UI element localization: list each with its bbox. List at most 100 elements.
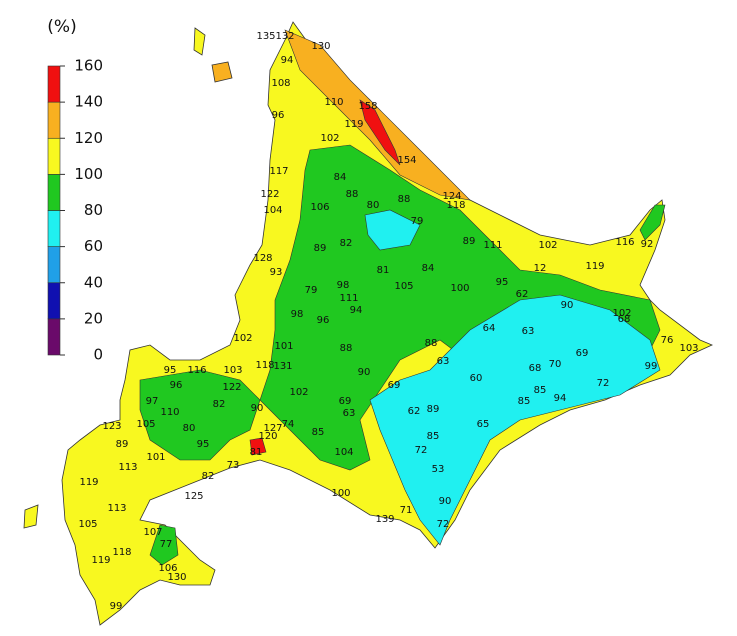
station-value: 119 <box>79 477 98 488</box>
station-value: 69 <box>388 380 401 391</box>
zone-green <box>639 204 666 241</box>
station-value: 102 <box>538 240 557 251</box>
station-value: 53 <box>432 464 445 475</box>
station-value: 132 <box>275 31 294 42</box>
station-value: 82 <box>340 238 353 249</box>
station-value: 85 <box>427 431 440 442</box>
station-value: 79 <box>305 285 318 296</box>
station-value: 94 <box>350 305 363 316</box>
station-value: 77 <box>160 539 173 550</box>
station-value: 97 <box>146 396 159 407</box>
station-value: 88 <box>340 343 353 354</box>
station-value: 80 <box>367 200 380 211</box>
station-value: 84 <box>334 172 347 183</box>
station-value: 65 <box>477 419 490 430</box>
station-value: 63 <box>343 408 356 419</box>
legend-swatch <box>47 174 61 211</box>
station-value: 119 <box>91 555 110 566</box>
zone-cyan <box>364 209 421 251</box>
station-value: 111 <box>483 240 502 251</box>
station-value: 123 <box>102 421 121 432</box>
legend-swatch <box>47 282 61 320</box>
station-value: 110 <box>160 407 179 418</box>
station-value: 105 <box>394 281 413 292</box>
legend-swatch <box>47 318 61 356</box>
station-value: 99 <box>110 601 123 612</box>
station-value: 73 <box>227 460 240 471</box>
stations: 135 132 130 94 108 96 110 158 119 102 154 117 84 88 80… <box>78 31 698 612</box>
station-value: 85 <box>312 427 325 438</box>
station-value: 89 <box>314 243 327 254</box>
station-value: 12 <box>534 263 547 274</box>
legend-tick-label: 160 <box>74 57 103 75</box>
island <box>193 27 206 56</box>
station-value: 118 <box>446 200 465 211</box>
zone-green <box>149 524 179 566</box>
station-value: 74 <box>282 419 295 430</box>
station-value: 103 <box>679 343 698 354</box>
legend-swatch <box>47 210 61 247</box>
station-value: 85 <box>518 396 531 407</box>
station-value: 98 <box>291 309 304 320</box>
zone-cyan <box>369 294 661 546</box>
station-value: 108 <box>271 78 290 89</box>
station-value: 103 <box>223 365 242 376</box>
station-value: 135 <box>256 31 275 42</box>
station-value: 72 <box>597 378 610 389</box>
station-value: 88 <box>425 338 438 349</box>
station-value: 82 <box>213 399 226 410</box>
station-value: 63 <box>522 326 535 337</box>
station-value: 104 <box>334 447 353 458</box>
station-value: 102 <box>612 308 631 319</box>
station-value: 102 <box>320 133 339 144</box>
legend: 0 20 40 60 80 100 120 140 160 <box>47 57 103 364</box>
legend-tick-label: 80 <box>84 201 103 219</box>
station-value: 62 <box>408 406 421 417</box>
station-value: 68 <box>618 314 631 325</box>
station-value: 70 <box>549 359 562 370</box>
station-value: 117 <box>269 166 288 177</box>
station-value: 100 <box>331 488 350 499</box>
station-value: 69 <box>576 348 589 359</box>
legend-tick-label: 40 <box>84 273 103 291</box>
station-value: 119 <box>585 261 604 272</box>
station-value: 104 <box>263 205 282 216</box>
station-value: 111 <box>339 293 358 304</box>
station-value: 82 <box>202 471 215 482</box>
station-value: 79 <box>411 216 424 227</box>
legend-swatch <box>47 65 61 103</box>
station-value: 105 <box>136 419 155 430</box>
legend-swatch <box>47 137 61 175</box>
station-value: 124 <box>442 191 461 202</box>
station-value: 63 <box>437 356 450 367</box>
station-value: 102 <box>233 333 252 344</box>
station-value: 101 <box>146 452 165 463</box>
station-value: 106 <box>158 563 177 574</box>
station-value: 81 <box>377 265 390 276</box>
station-value: 158 <box>358 101 377 112</box>
station-value: 72 <box>437 519 450 530</box>
station-value: 76 <box>661 335 674 346</box>
station-value: 116 <box>615 237 634 248</box>
station-value: 80 <box>183 423 196 434</box>
station-value: 106 <box>310 202 329 213</box>
station-value: 98 <box>337 280 350 291</box>
station-value: 84 <box>422 263 435 274</box>
station-value: 118 <box>255 360 274 371</box>
station-value: 125 <box>184 491 203 502</box>
station-value: 113 <box>107 503 126 514</box>
legend-swatch <box>47 246 61 284</box>
station-value: 120 <box>258 431 277 442</box>
station-value: 85 <box>534 385 547 396</box>
station-value: 127 <box>263 423 282 434</box>
station-value: 95 <box>496 277 509 288</box>
station-value: 96 <box>170 380 183 391</box>
station-value: 119 <box>344 119 363 130</box>
station-value: 90 <box>358 367 371 378</box>
station-value: 64 <box>483 323 496 334</box>
station-value: 107 <box>143 527 162 538</box>
station-value: 122 <box>260 189 279 200</box>
station-value: 60 <box>470 373 483 384</box>
legend-swatch <box>47 101 61 139</box>
